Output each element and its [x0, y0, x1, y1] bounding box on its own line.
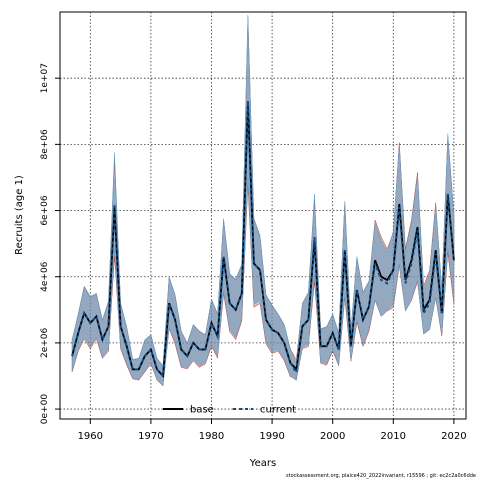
confidence-band-current — [71, 15, 455, 386]
x-tick-label: 1960 — [78, 431, 103, 442]
x-tick-label: 2010 — [381, 431, 406, 442]
legend-label-current: current — [260, 405, 296, 416]
legend-label-base: base — [190, 405, 214, 416]
y-tick-label: 4e+06 — [40, 261, 50, 292]
series-line-current — [71, 101, 455, 379]
footnote: stockassessment.org, plaice420_2022invar… — [286, 473, 476, 479]
plot-frame — [59, 11, 467, 420]
line-layer — [71, 101, 455, 379]
grid-layer — [60, 12, 466, 419]
x-axis-label: Years — [249, 458, 276, 469]
y-tick-label: 6e+06 — [40, 195, 50, 226]
y-tick-label: 0e+00 — [40, 394, 50, 425]
x-tick-label: 2000 — [320, 431, 345, 442]
x-tick-label: 1980 — [199, 431, 224, 442]
x-tick-label: 2020 — [441, 431, 466, 442]
axis-layer: 1960 1970 1980 1990 2000 2010 2020 0e+00 2e+06 4e… — [40, 63, 467, 442]
y-tick-label: 1e+07 — [40, 63, 50, 93]
x-tick-label: 1990 — [259, 431, 284, 442]
band-layer — [71, 15, 455, 387]
y-axis-label: Recruits (age 1) — [14, 175, 25, 255]
x-tick-label: 1970 — [138, 431, 163, 442]
y-tick-label: 2e+06 — [40, 327, 50, 358]
y-tick-label: 8e+06 — [40, 129, 50, 160]
legend: base current — [163, 405, 296, 416]
